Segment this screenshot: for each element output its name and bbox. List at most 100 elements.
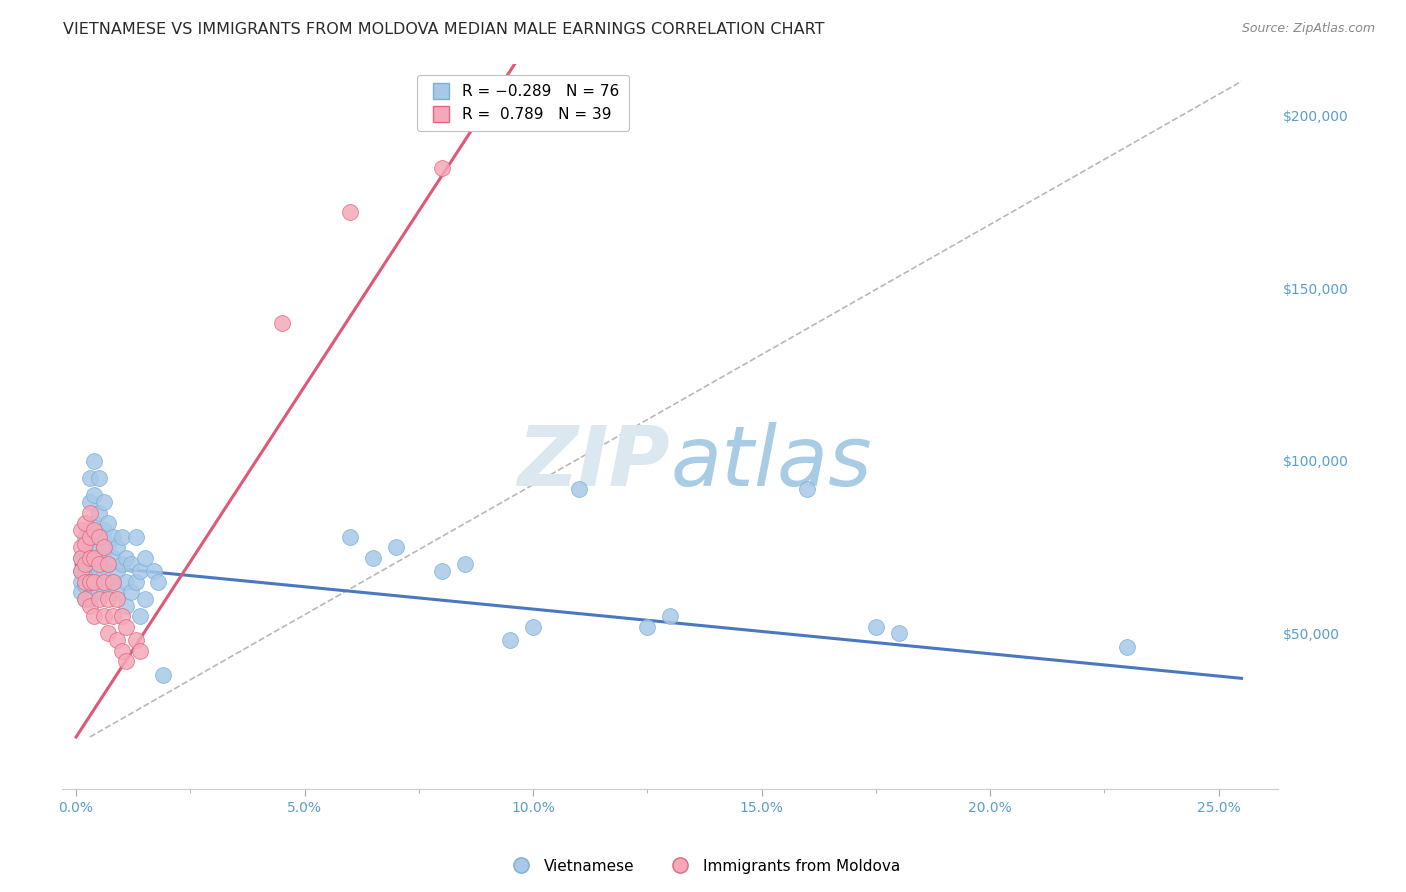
Point: [75, 558, 97, 572]
Point: [69, 540, 91, 554]
Point: [83, 540, 105, 554]
Point: [75, 574, 97, 589]
Point: [87, 530, 110, 544]
Point: [1116, 640, 1139, 655]
Point: [385, 540, 408, 554]
Point: [79, 530, 101, 544]
Point: [124, 633, 146, 648]
Point: [115, 550, 138, 565]
Point: [83, 550, 105, 565]
Point: [115, 574, 138, 589]
Point: [83, 523, 105, 537]
Point: [83, 454, 105, 468]
Point: [568, 482, 591, 496]
Point: [79, 599, 101, 613]
Point: [887, 626, 910, 640]
Point: [69, 565, 91, 579]
Point: [93, 574, 115, 589]
Point: [87, 591, 110, 606]
Point: [636, 619, 658, 633]
Point: [152, 668, 174, 682]
Point: [105, 540, 128, 554]
Point: [87, 471, 110, 485]
Point: [97, 558, 120, 572]
Text: Source: ZipAtlas.com: Source: ZipAtlas.com: [1241, 22, 1375, 36]
Point: [75, 550, 97, 565]
Point: [83, 574, 105, 589]
Point: [87, 506, 110, 520]
Point: [796, 482, 818, 496]
Point: [83, 609, 105, 624]
Point: [659, 609, 682, 624]
Point: [75, 591, 97, 606]
Point: [105, 585, 128, 599]
Point: [97, 537, 120, 551]
Point: [97, 591, 120, 606]
Point: [69, 565, 91, 579]
Point: [93, 585, 115, 599]
Point: [79, 574, 101, 589]
Point: [79, 550, 101, 565]
Point: [111, 644, 134, 658]
Point: [75, 565, 97, 579]
Text: atlas: atlas: [671, 422, 872, 503]
Point: [101, 550, 124, 565]
Point: [97, 626, 120, 640]
Point: [101, 530, 124, 544]
Legend: R = −0.289   N = 76, R =  0.789   N = 39: R = −0.289 N = 76, R = 0.789 N = 39: [416, 75, 628, 131]
Point: [148, 574, 170, 589]
Legend: Vietnamese, Immigrants from Moldova: Vietnamese, Immigrants from Moldova: [499, 853, 907, 880]
Point: [120, 558, 142, 572]
Point: [87, 550, 110, 565]
Point: [101, 609, 124, 624]
Point: [79, 523, 101, 537]
Point: [93, 565, 115, 579]
Point: [93, 523, 115, 537]
Point: [430, 565, 453, 579]
Point: [97, 516, 120, 530]
Point: [93, 540, 115, 554]
Point: [101, 574, 124, 589]
Point: [430, 161, 453, 175]
Point: [87, 585, 110, 599]
Point: [69, 523, 91, 537]
Point: [87, 558, 110, 572]
Text: ZIP: ZIP: [517, 422, 671, 503]
Point: [83, 574, 105, 589]
Point: [75, 516, 97, 530]
Point: [75, 530, 97, 544]
Point: [79, 495, 101, 509]
Point: [134, 550, 156, 565]
Point: [79, 540, 101, 554]
Point: [115, 619, 138, 633]
Point: [120, 585, 142, 599]
Point: [101, 574, 124, 589]
Point: [75, 591, 97, 606]
Point: [105, 591, 128, 606]
Point: [93, 543, 115, 558]
Point: [97, 578, 120, 592]
Point: [522, 619, 544, 633]
Point: [134, 591, 156, 606]
Point: [129, 565, 152, 579]
Point: [79, 471, 101, 485]
Point: [499, 633, 522, 648]
Point: [124, 530, 146, 544]
Point: [83, 488, 105, 502]
Point: [111, 558, 134, 572]
Point: [69, 585, 91, 599]
Point: [115, 654, 138, 668]
Point: [69, 550, 91, 565]
Point: [93, 609, 115, 624]
Point: [69, 550, 91, 565]
Text: VIETNAMESE VS IMMIGRANTS FROM MOLDOVA MEDIAN MALE EARNINGS CORRELATION CHART: VIETNAMESE VS IMMIGRANTS FROM MOLDOVA ME…: [63, 22, 825, 37]
Point: [83, 558, 105, 572]
Point: [75, 578, 97, 592]
Point: [79, 591, 101, 606]
Point: [129, 609, 152, 624]
Point: [361, 550, 384, 565]
Point: [115, 599, 138, 613]
Point: [75, 537, 97, 551]
Point: [97, 558, 120, 572]
Point: [111, 609, 134, 624]
